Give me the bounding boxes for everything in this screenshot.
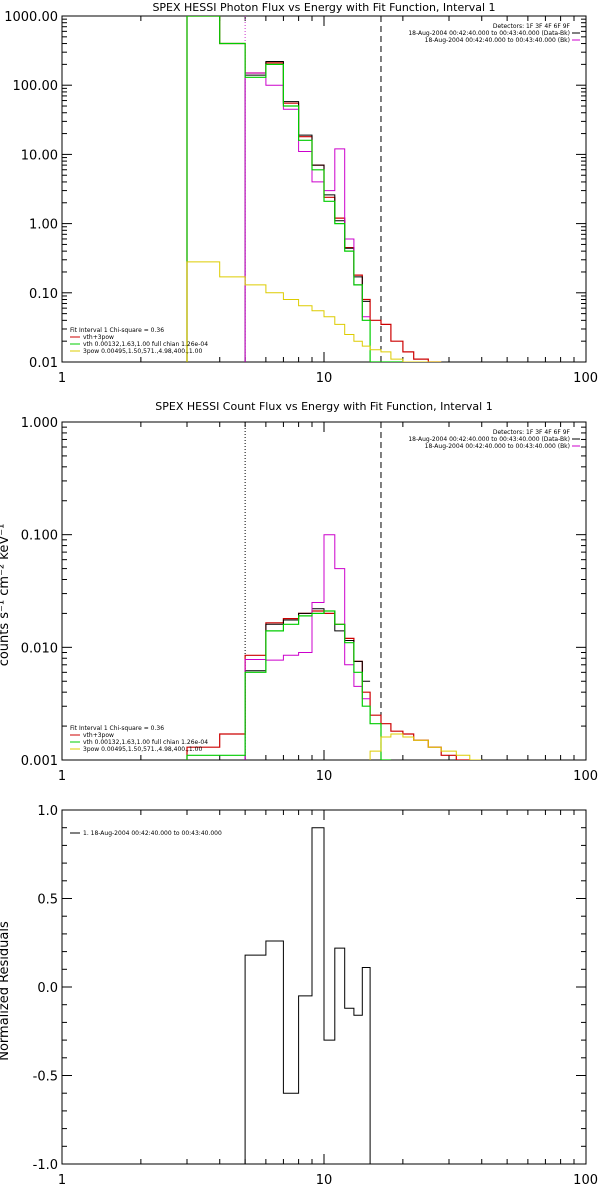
info-line: 18-Aug-2004 00:42:40.000 to 00:43:40.000… (425, 37, 570, 44)
series-line-data-bk (244, 534, 371, 760)
y-tick-label: 0.100 (21, 529, 58, 544)
x-tick-label: 1 (58, 769, 66, 784)
legend-entry: vth 0.00132,1.63,1.00 full chian 1.26e-0… (83, 341, 208, 348)
series-group (186, 16, 442, 362)
series-line-data-bk (244, 72, 371, 362)
series-line-vth (186, 16, 403, 362)
legend: 1. 18-Aug-2004 00:42:40.000 to 00:43:40.… (70, 830, 222, 837)
chart-panel-1: SPEX HESSI Photon Flux vs Energy with Fi… (4, 1, 598, 386)
series-line-3pow (186, 261, 442, 362)
legend-entry: vth+3pow (83, 732, 114, 739)
chart-title: SPEX HESSI Photon Flux vs Energy with Fi… (152, 1, 495, 14)
chart-panel-2: SPEX HESSI Count Flux vs Energy with Fit… (0, 400, 598, 784)
legend: Fit Interval 1 Chi-square = 0.36vth+3pow… (70, 327, 208, 355)
y-axis-label: Normalized Residuals (0, 921, 12, 1061)
legend-entry: Fit Interval 1 Chi-square = 0.36 (70, 327, 164, 334)
y-axis: 1.0 0.5 0.0 -0.5 -1.0 (33, 804, 586, 1173)
y-tick-label: 1000.00 (4, 10, 58, 25)
info-line: 18-Aug-2004 00:42:40.000 to 00:43:40.000… (408, 30, 570, 37)
x-axis: 1 10 100 (58, 16, 598, 386)
x-tick-label: 100 (573, 371, 598, 386)
x-tick-label: 1 (58, 1173, 66, 1188)
y-tick-label: -1.0 (33, 1158, 58, 1173)
series-line-data (244, 61, 371, 362)
x-axis: 1 10 100 (58, 810, 598, 1188)
info-line: 18-Aug-2004 00:42:40.000 to 00:43:40.000… (408, 436, 570, 443)
series-line-3pow (369, 733, 482, 760)
y-axis: 1000.00 100.00 10.00 1.00 0.10 0.01 (4, 10, 586, 371)
y-tick-label: 1.000 (21, 416, 58, 431)
series-group (244, 827, 381, 1164)
legend-entry: 1. 18-Aug-2004 00:42:40.000 to 00:43:40.… (83, 830, 222, 837)
legend: Fit Interval 1 Chi-square = 0.36vth+3pow… (70, 725, 208, 753)
series-line-vth-3pow (186, 610, 470, 760)
x-tick-label: 10 (316, 371, 333, 386)
series-line-data (244, 608, 371, 760)
y-tick-label: 1.0 (37, 804, 58, 819)
x-tick-label: 10 (316, 769, 333, 784)
chart-panel-3: 1 10 100 1.0 0.5 0.0 -0.5 -1.0 Normalized Residu… (0, 804, 598, 1188)
x-tick-label: 100 (573, 1173, 598, 1188)
y-tick-label: 0.10 (29, 287, 58, 302)
info-line: Detectors: 1F 3F 4F 6F 9F (493, 429, 571, 436)
legend-entry: 3pow 0.00495,1.50,571.,4.98,400.,1.00 (83, 746, 202, 753)
series-line-vth-3pow (186, 16, 442, 362)
y-tick-label: -0.5 (33, 1070, 58, 1085)
y-axis-label: counts s⁻¹ cm⁻² keV⁻¹ (0, 524, 12, 667)
y-tick-label: 10.00 (21, 148, 58, 163)
legend-entry: Fit Interval 1 Chi-square = 0.36 (70, 725, 164, 732)
y-tick-label: 0.0 (37, 981, 58, 996)
chart-title: SPEX HESSI Count Flux vs Energy with Fit… (155, 400, 492, 413)
x-tick-label: 1 (58, 371, 66, 386)
info-line: Detectors: 1F 3F 4F 6F 9F (493, 23, 571, 30)
y-tick-label: 100.00 (13, 79, 59, 94)
series-line-vth (186, 610, 391, 760)
y-tick-label: 1.00 (29, 218, 58, 233)
legend-entry: vth 0.00132,1.63,1.00 full chian 1.26e-0… (83, 739, 208, 746)
legend-entry: 3pow 0.00495,1.50,571.,4.98,400.,1.00 (83, 348, 202, 355)
y-axis: 1.000 0.100 0.010 0.001 (21, 416, 586, 769)
y-tick-label: 0.001 (21, 754, 58, 769)
x-tick-label: 10 (316, 1173, 333, 1188)
legend-entry: vth+3pow (83, 334, 114, 341)
y-tick-label: 0.01 (29, 356, 58, 371)
y-tick-label: 0.5 (37, 893, 58, 908)
y-tick-label: 0.010 (21, 641, 58, 656)
series-group (186, 534, 482, 760)
info-line: 18-Aug-2004 00:42:40.000 to 00:43:40.000… (425, 443, 570, 450)
series-line-1-18-aug-2004-00-42-40-000-to-00-43-40-000 (244, 827, 381, 1164)
x-tick-label: 100 (573, 769, 598, 784)
